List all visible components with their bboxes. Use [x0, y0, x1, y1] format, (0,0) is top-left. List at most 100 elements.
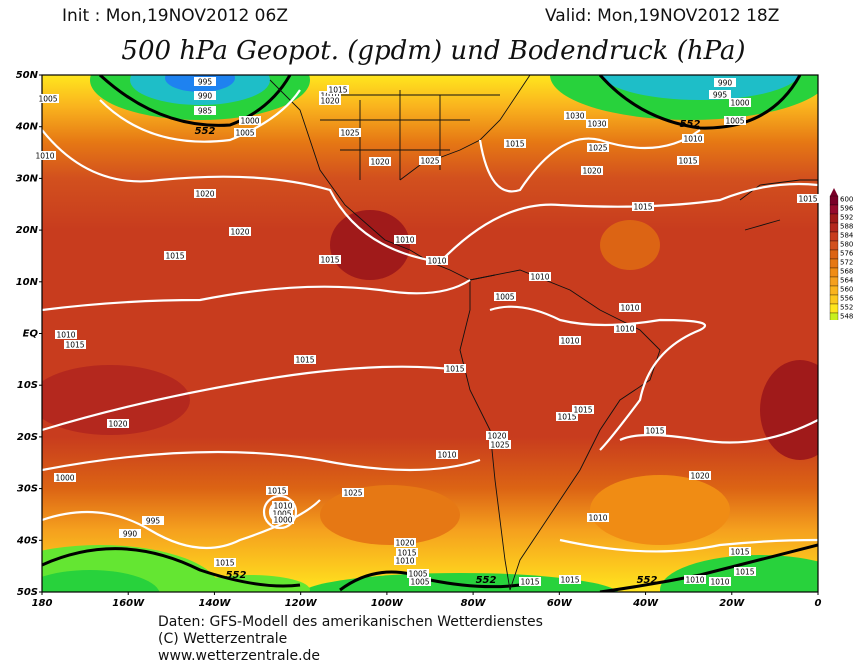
isobar-label: 1015 — [295, 356, 314, 365]
lon-label: 0 — [815, 598, 822, 609]
colorbar-cell — [829, 258, 839, 269]
colorbar-label: 572 — [840, 259, 853, 267]
isobar-label-box — [272, 515, 294, 524]
lon-label: 180 — [32, 598, 53, 609]
isobar-label-box — [194, 77, 216, 86]
isobar-label-box — [55, 330, 77, 339]
isobar-label-box — [486, 431, 508, 440]
colorbar: 6005965925885845805765725685645605565525… — [829, 188, 854, 320]
isobar-label: 1015 — [520, 578, 539, 587]
colorbar-cell — [829, 303, 839, 314]
isobar-label-box — [614, 324, 636, 333]
isobar-label: 1010 — [588, 514, 607, 523]
isobar-label-box — [327, 85, 349, 94]
colorbar-label: 564 — [840, 277, 854, 285]
colorbar-label: 596 — [840, 205, 854, 213]
isobar-label-box — [619, 303, 641, 312]
isobar-label-box — [164, 251, 186, 260]
colorbar-cell — [829, 231, 839, 242]
footer: Daten: GFS-Modell des amerikanischen Wet… — [158, 614, 543, 665]
isobar-label-box — [556, 412, 578, 421]
isobar-label-box — [734, 567, 756, 576]
isobar-label: 1015 — [678, 157, 697, 166]
isobar-label-box — [581, 166, 603, 175]
isobar-label: 1010 — [560, 337, 579, 346]
isobar-label: 1010 — [395, 236, 414, 245]
lat-label: 30N — [16, 173, 39, 184]
map-title: 500 hPa Geopot. (gpdm) und Bodendruck (h… — [121, 36, 746, 66]
isobar-label-box — [229, 227, 251, 236]
footer-line: (C) Wetterzentrale — [158, 631, 288, 647]
isobar-label: 1010 — [685, 576, 704, 585]
lat-label: 10N — [16, 277, 39, 288]
isobar-label-box — [689, 471, 711, 480]
lat-label: 50N — [16, 70, 39, 81]
isobar-label: 1025 — [340, 129, 359, 138]
isobar-label-box — [587, 143, 609, 152]
isobar-label: 1015 — [320, 256, 339, 265]
isobar-label-box — [559, 575, 581, 584]
isobar-label-box — [677, 156, 699, 165]
colorbar-cell — [829, 213, 839, 224]
isobar-label: 1015 — [633, 203, 652, 212]
isobar-label: 1000 — [273, 516, 292, 525]
isobar-label: 1005 — [38, 95, 57, 104]
isobar-label: 1000 — [240, 117, 259, 126]
isobar-label-box — [709, 577, 731, 586]
lat-label: 40N — [15, 122, 39, 133]
isobar-label: 1005 — [408, 570, 427, 579]
lon-label: 40W — [632, 598, 659, 609]
isobar-label: 1020 — [370, 158, 389, 167]
isobar-label: 1025 — [588, 144, 607, 153]
isobar-label-box — [797, 194, 819, 203]
lat-label: 30S — [17, 484, 38, 495]
isobar-label: 1005 — [725, 117, 744, 126]
isobar-label: 1030 — [587, 120, 606, 129]
colorbar-arrow — [830, 188, 838, 196]
isobar-label: 1015 — [328, 86, 347, 95]
isobar-label-box — [142, 516, 164, 525]
isobar-label-box — [319, 255, 341, 264]
height-label: 552 — [680, 119, 701, 130]
isobar-label-box — [644, 426, 666, 435]
isobar-label-box — [369, 157, 391, 166]
isobar-label-box — [194, 91, 216, 100]
isobar-label: 1005 — [495, 293, 514, 302]
isobar-label: 1015 — [573, 406, 592, 415]
isobar-label-box — [194, 106, 216, 115]
footer-line: www.wetterzentrale.de — [158, 648, 321, 664]
colorbar-label: 584 — [840, 232, 854, 240]
isobar-label: 1015 — [267, 487, 286, 496]
isobar-label-box — [319, 96, 341, 105]
isobar-label: 1015 — [397, 549, 416, 558]
colorbar-cell — [829, 285, 839, 296]
isobar-label: 990 — [718, 79, 733, 88]
isobar-label: 1010 — [35, 152, 54, 161]
isobar-label: 1015 — [65, 341, 84, 350]
isobar-label-box — [529, 272, 551, 281]
colorbar-label: 588 — [840, 223, 853, 231]
isobar-label-box — [194, 189, 216, 198]
valid-time: Valid: Mon,19NOV2012 18Z — [545, 6, 780, 26]
isobar-label: 1020 — [690, 472, 709, 481]
lat-label: 20N — [16, 225, 39, 236]
isobar-label-box — [409, 577, 431, 586]
isobar-label-box — [394, 556, 416, 565]
lon-label: 20W — [719, 598, 745, 609]
colorbar-label: 580 — [840, 241, 853, 249]
lat-label: 10S — [17, 380, 38, 391]
isobar-label-box — [436, 450, 458, 459]
colorbar-cell — [829, 240, 839, 251]
isobar-label: 1015 — [645, 427, 664, 436]
isobar-label-box — [266, 486, 288, 495]
colorbar-label: 576 — [840, 250, 854, 258]
lat-label: 50S — [17, 587, 38, 598]
isobar-label-box — [494, 292, 516, 301]
isobar-label-box — [572, 405, 594, 414]
height-label: 552 — [637, 575, 658, 586]
isobar-label-box — [519, 577, 541, 586]
lon-label: 120W — [285, 598, 318, 609]
lon-label: 60W — [547, 598, 573, 609]
isobar-label-box — [214, 558, 236, 567]
